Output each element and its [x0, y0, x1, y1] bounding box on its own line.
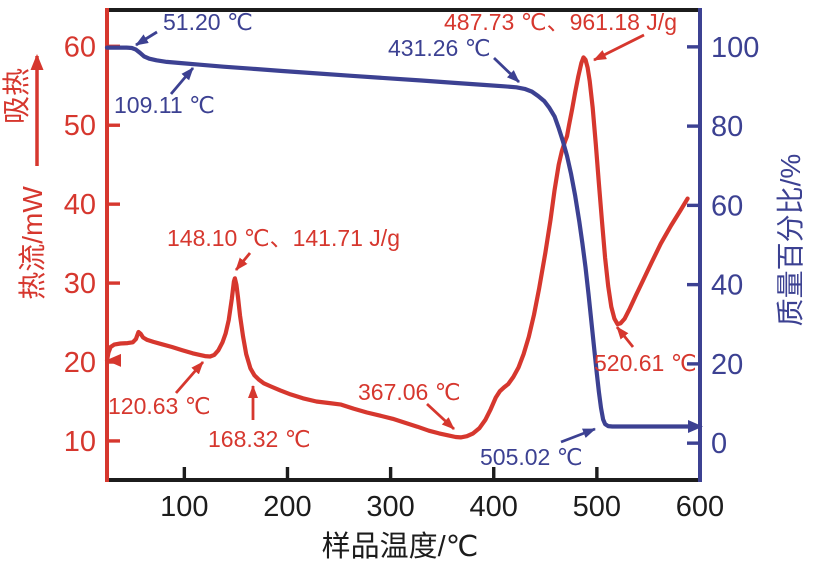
dsc-curve	[104, 55, 690, 440]
tg-curve	[104, 45, 698, 429]
annotation-arrow	[493, 56, 520, 84]
x-tick-label: 300	[366, 491, 414, 523]
annotation-text: 168.32 ℃	[208, 426, 311, 452]
endothermic-label: 吸热	[1, 68, 32, 124]
ticks-layer: 100 200 300 400 500 6001020304050600204060801…	[64, 31, 760, 523]
annotation-arrow	[560, 427, 596, 444]
y-right-tick-label: 80	[711, 111, 743, 143]
x-tick-label: 400	[470, 491, 518, 523]
y-left-tick-label: 60	[64, 31, 96, 63]
y-right-tick-label: 100	[711, 32, 759, 64]
axes-layer	[105, 8, 702, 482]
y-left-tick-label: 20	[64, 347, 96, 379]
curves-layer	[104, 45, 703, 440]
y-right-tick-label: 40	[711, 270, 743, 302]
annotation-text: 505.02 ℃	[480, 444, 583, 470]
x-tick-label: 600	[676, 491, 724, 523]
annotation-text: 51.20 ℃	[163, 9, 253, 35]
annotation-2: 431.26 ℃	[388, 35, 520, 84]
annotation-1: 109.11 ℃	[114, 67, 215, 118]
annotation-arrow	[169, 67, 195, 95]
y-right-tick-label: 20	[711, 349, 743, 381]
annotation-3: 487.73 ℃、961.18 J/g	[444, 9, 677, 62]
annotation-text: 431.26 ℃	[388, 35, 491, 61]
x-tick-label: 200	[263, 491, 311, 523]
annotation-5: 120.63 ℃	[108, 361, 211, 419]
annotation-arrow	[615, 326, 635, 348]
y-right-tick-label: 60	[711, 190, 743, 222]
annotation-text: 148.10 ℃、141.71 J/g	[167, 225, 400, 251]
annotation-0: 51.20 ℃	[135, 9, 253, 47]
annotation-4: 148.10 ℃、141.71 J/g	[167, 225, 400, 271]
annotation-text: 520.61 ℃	[594, 350, 697, 376]
annotation-arrow	[426, 402, 455, 431]
annotation-arrow	[234, 252, 252, 271]
x-tick-label: 500	[573, 491, 621, 523]
annotation-text: 367.06 ℃	[358, 379, 461, 405]
annotation-text: 487.73 ℃、961.18 J/g	[444, 9, 677, 35]
left-axis-title: 热流/mW	[17, 186, 48, 300]
x-tick-label: 100	[160, 491, 208, 523]
annotation-7: 367.06 ℃	[358, 379, 461, 431]
y-left-tick-label: 10	[64, 426, 96, 458]
dsc-curve-start-arrowhead	[106, 353, 121, 367]
y-left-tick-label: 30	[64, 268, 96, 300]
y-left-tick-label: 50	[64, 110, 96, 142]
annotation-9: 520.61 ℃	[594, 326, 697, 376]
annotation-arrow	[593, 33, 645, 62]
right-axis-title: 质量百分比/%	[775, 154, 806, 327]
annotation-text: 109.11 ℃	[114, 92, 215, 118]
annotation-8: 505.02 ℃	[480, 427, 596, 470]
y-right-tick-label: 0	[711, 428, 727, 460]
annotation-arrow	[174, 361, 205, 394]
x-axis-title: 样品温度/℃	[322, 530, 479, 563]
annotation-6: 168.32 ℃	[208, 385, 311, 452]
annotation-arrow	[135, 30, 158, 47]
y-left-tick-label: 40	[64, 189, 96, 221]
annotation-text: 120.63 ℃	[108, 393, 211, 419]
tg-curve-end-arrowhead	[688, 420, 703, 434]
